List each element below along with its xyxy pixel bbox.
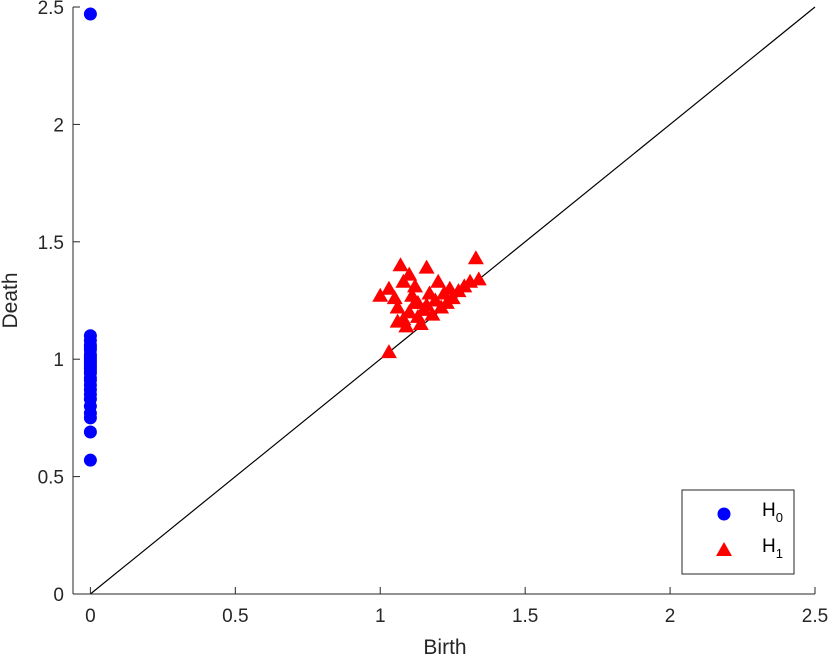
y-axis-label: Death	[0, 272, 22, 328]
axes-layer: 0 0.5 1 1.5 2 2.5 0 0.5 1 1.5 2 2.5	[38, 0, 829, 627]
h1-point	[441, 280, 458, 295]
h0-point	[83, 7, 97, 21]
legend-h0-main: H	[762, 500, 776, 521]
y-tick-label: 0.5	[38, 468, 64, 489]
legend: H0 H1	[681, 489, 795, 575]
legend-box	[681, 489, 795, 575]
h0-point	[83, 411, 97, 425]
h1-point	[412, 315, 429, 330]
x-tick-label: 0	[85, 606, 96, 627]
x-tick-label: 0.5	[222, 606, 248, 627]
legend-h1-marker	[716, 542, 732, 556]
legend-h0-sub: 0	[776, 510, 783, 525]
h1-point	[430, 273, 447, 288]
x-tick-label: 2.5	[802, 606, 828, 627]
h1-point	[401, 266, 418, 281]
h1-point	[380, 280, 397, 295]
legend-h1-label: H1	[762, 536, 783, 561]
y-tick-label: 2.5	[38, 0, 64, 19]
y-tick-label: 0	[53, 585, 64, 606]
h1-point	[389, 299, 406, 314]
legend-h1-sub: 1	[776, 546, 783, 561]
h1-point	[386, 290, 403, 305]
h1-point	[418, 297, 435, 312]
h1-point	[372, 287, 389, 302]
h0-point	[83, 425, 97, 439]
y-tick-label: 1.5	[38, 233, 64, 254]
h1-point	[380, 344, 397, 359]
h1-point	[470, 271, 487, 286]
h1-point	[467, 250, 484, 265]
y-tick-label: 1	[53, 350, 64, 371]
x-tick-label: 2	[665, 606, 676, 627]
h1-point	[418, 259, 435, 274]
legend-h0-marker	[717, 507, 731, 521]
x-axis-label: Birth	[423, 636, 466, 659]
h1-point	[407, 278, 424, 293]
h1-point	[409, 294, 426, 309]
h0-point	[83, 453, 97, 467]
h1-point	[424, 306, 441, 321]
legend-h1-main: H	[762, 536, 776, 557]
h1-point	[392, 257, 409, 272]
legend-h0-label: H0	[762, 500, 783, 525]
h1-point	[398, 318, 415, 333]
x-tick-label: 1	[375, 606, 386, 627]
h1-point	[395, 273, 412, 288]
x-tick-label: 1.5	[512, 606, 538, 627]
h1-point	[401, 304, 418, 319]
h1-point	[444, 290, 461, 305]
y-tick-label: 2	[53, 115, 64, 136]
h1-point	[389, 313, 406, 328]
points-layer	[83, 7, 487, 467]
